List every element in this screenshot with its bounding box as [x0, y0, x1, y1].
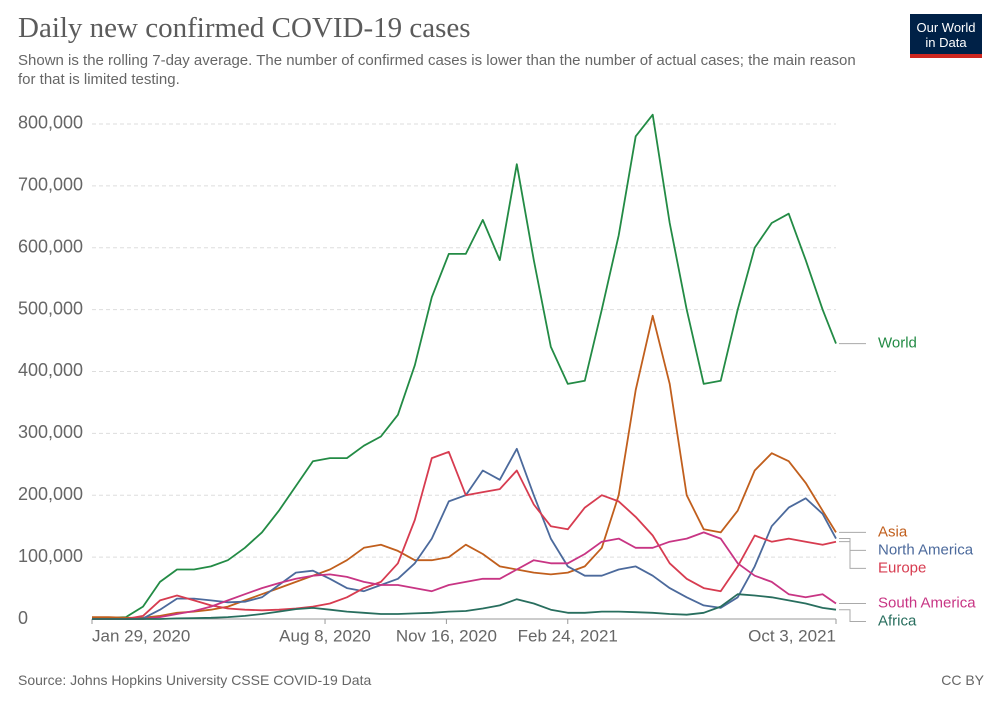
- y-tick-label: 600,000: [18, 236, 83, 256]
- x-tick-label: Oct 3, 2021: [748, 626, 836, 645]
- y-tick-label: 0: [18, 608, 28, 628]
- legend-label: North America: [878, 541, 974, 558]
- series-line: [92, 447, 837, 620]
- logo-line: Our World: [916, 20, 976, 35]
- series-line: [92, 593, 837, 620]
- logo[interactable]: Our World in Data: [910, 14, 982, 58]
- logo-line: in Data: [925, 35, 967, 50]
- legend-label: Africa: [878, 612, 917, 629]
- legend-label: South America: [878, 594, 976, 611]
- y-tick-label: 700,000: [18, 175, 83, 195]
- y-tick-label: 300,000: [18, 422, 83, 442]
- y-tick-label: 500,000: [18, 298, 83, 318]
- label-connector: [839, 538, 866, 551]
- y-tick-label: 400,000: [18, 360, 83, 380]
- series-line: [91, 113, 837, 620]
- legend-label: Europe: [878, 559, 926, 576]
- label-connector: [839, 609, 866, 623]
- x-tick-label: Feb 24, 2021: [518, 626, 618, 645]
- source-note: Source: Johns Hopkins University CSSE CO…: [18, 672, 372, 688]
- x-tick-label: Nov 16, 2020: [396, 626, 497, 645]
- y-tick-label: 200,000: [18, 484, 83, 504]
- legend-label: World: [878, 335, 917, 352]
- legend-label: Asia: [878, 523, 908, 540]
- x-tick-label: Aug 8, 2020: [279, 626, 371, 645]
- x-tick-label: Jan 29, 2020: [92, 626, 190, 645]
- series-line: [92, 451, 837, 620]
- series-line: [92, 314, 837, 619]
- license[interactable]: CC BY: [941, 672, 984, 688]
- series-line: [92, 531, 837, 620]
- label-connector: [839, 541, 866, 569]
- chart-title: Daily new confirmed COVID-19 cases: [18, 12, 471, 44]
- y-tick-label: 100,000: [18, 546, 83, 566]
- chart-subtitle: Shown is the rolling 7-day average. The …: [18, 52, 856, 88]
- y-tick-label: 800,000: [18, 113, 83, 133]
